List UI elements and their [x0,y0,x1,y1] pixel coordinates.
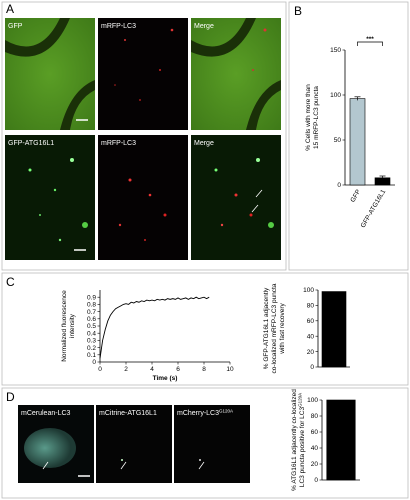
y-tick-label: 0.1 [87,352,96,359]
panel-label: C [6,275,15,289]
y-axis-label: LC3 puncta positive for LC3G120A [298,393,307,487]
y-tick-label: 0.4 [87,330,96,337]
image-label: mCitrine-ATG16L1 [99,410,157,417]
x-tick-label: 0 [98,366,102,373]
y-axis-label-text: Normalized fluorescence [61,290,68,362]
image-label: mCerulean-LC3 [21,410,71,417]
y-tick-label: 40 [307,333,315,340]
y-tick-label: 0.7 [87,309,96,316]
bar [326,399,356,481]
y-tick-label: 0.9 [87,294,96,301]
y-tick-label: 0.8 [87,302,96,309]
image-label: mRFP-LC3 [101,140,136,147]
y-axis-label-text: % Cells with more than [305,84,312,151]
y-axis-label: with fast recovery [279,302,286,354]
y-tick-label: 0 [337,182,341,189]
micrograph: Merge [191,18,281,130]
y-axis-label-sup: G120A [298,393,303,407]
y-tick-label: 50 [334,137,342,144]
y-tick-label: 150 [330,47,341,54]
data-line [99,296,210,359]
y-axis-label: 15 mRFP-LC3 puncta [313,86,320,149]
y-tick-label: 0 [314,477,318,484]
image-label: mRFP-LC3 [101,23,136,30]
image-label: GFP-ATG16L1 [8,140,54,147]
panel-b-frame [288,1,409,271]
y-axis-label-text: 15 mRFP-LC3 puncta [313,86,320,149]
image-label-sup: G120A [219,409,233,414]
y-axis-label: % Cells with more than [305,84,312,151]
micrograph: GFP [5,18,95,130]
y-axis-label: % ATG16L1 adjacently co-localized [291,389,298,491]
micrograph: mCitrine-ATG16L1 [96,405,172,483]
y-tick-label: 0.2 [87,345,96,352]
image-label: Merge [194,140,214,147]
y-tick-label: 40 [311,445,319,452]
y-tick-label: 20 [307,349,315,356]
y-tick-label: 0.5 [87,323,96,330]
error-bar [354,96,361,101]
y-axis-label-text: % GFP-ATG16L1 adjacently [263,287,270,369]
panel-label: A [6,2,14,16]
micrograph: mRFP-LC3 [98,135,188,260]
significance-label: *** [366,36,374,43]
y-axis-label: Normalized fluorescence [61,290,68,362]
micrograph: GFP-ATG16L1 [5,135,95,260]
micrograph: Merge [191,135,281,260]
panel-label: D [6,390,15,404]
y-tick-label: 100 [307,397,318,404]
y-axis-label: intensity [69,313,76,338]
y-tick-label: 100 [303,287,314,294]
x-tick-label: 8 [202,366,206,373]
y-tick-label: 0.3 [87,338,96,345]
panel-label: B [294,4,302,18]
x-tick-label: 6 [176,366,180,373]
y-axis-label: % GFP-ATG16L1 adjacently [263,287,270,369]
bar [349,98,366,186]
y-tick-label: 0 [310,364,314,371]
y-tick-label: 80 [311,413,319,420]
bar [321,291,347,368]
error-bar [379,175,386,180]
y-axis-label-text: co-localized mRFP-LC3 puncta [271,283,278,373]
y-tick-label: 0.6 [87,316,96,323]
x-tick-label: 10 [226,366,234,373]
y-tick-label: 100 [330,92,341,99]
micrograph: mCherry-LC3G120A [174,405,250,483]
image-label-text: mCherry-LC3 [177,410,219,417]
y-axis-label-text: with fast recovery [279,302,286,354]
image-label: GFP [8,23,23,30]
x-tick-label: 4 [150,366,154,373]
y-axis-label-text: LC3 puncta positive for LC3 [299,407,306,488]
y-tick-label: 60 [311,429,319,436]
significance-bracket [357,41,383,46]
x-axis-label: Time (s) [153,375,178,382]
y-axis-label-text: intensity [69,313,76,338]
micrograph: mCerulean-LC3 [18,405,94,483]
y-tick-label: 80 [307,303,315,310]
image-label: Merge [194,23,214,30]
micrograph: mRFP-LC3 [98,18,188,130]
y-tick-label: 20 [311,461,319,468]
y-axis-label: co-localized mRFP-LC3 puncta [271,283,278,373]
image-label: mCherry-LC3G120A [177,409,233,418]
y-tick-label: 60 [307,318,315,325]
y-tick-label: 0 [92,359,96,366]
x-tick-label: 2 [124,366,128,373]
y-axis-label-text: % ATG16L1 adjacently co-localized [291,389,298,491]
